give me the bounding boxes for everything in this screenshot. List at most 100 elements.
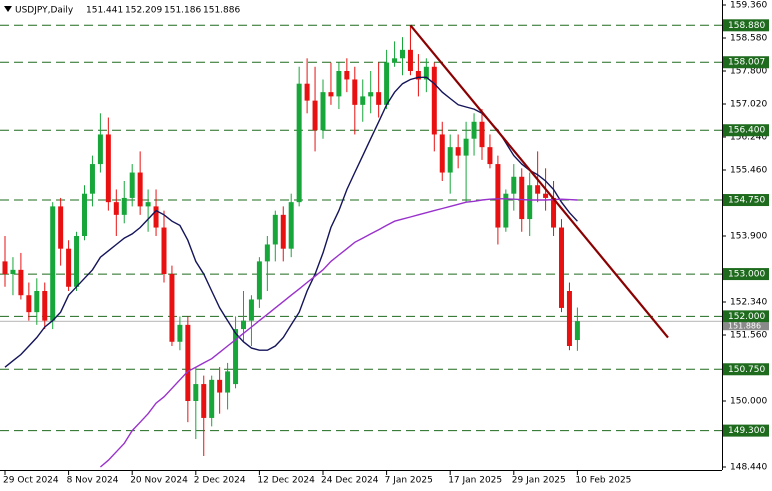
candle-body <box>2 261 8 275</box>
candle-body <box>376 92 382 105</box>
header-ohlc: 151.886 <box>203 6 240 16</box>
y-tick-label: 152.340 <box>730 298 767 308</box>
current-price-box <box>723 322 769 331</box>
candle-body <box>256 261 262 300</box>
candle-body <box>320 92 326 131</box>
y-tick-label: 157.020 <box>730 100 767 110</box>
x-tick-label: 12 Dec 2024 <box>257 476 315 486</box>
candle-body <box>574 321 580 341</box>
candle-body <box>407 49 413 71</box>
candle-body <box>543 193 549 198</box>
y-tick-label: 158.580 <box>730 34 767 44</box>
y-tick-label: 157.800 <box>730 67 767 77</box>
x-tick-label: 29 Oct 2024 <box>3 476 59 486</box>
candle-body <box>415 71 421 80</box>
candle-body <box>566 291 572 346</box>
candle-body <box>336 71 342 97</box>
candle-body <box>193 384 199 401</box>
candle-body <box>511 176 517 194</box>
candle-body <box>241 320 246 330</box>
candle-body <box>129 172 135 198</box>
y-tick-label: 148.440 <box>730 463 767 473</box>
trendline <box>409 24 669 339</box>
candle-body <box>479 121 485 148</box>
candle-body <box>431 66 437 135</box>
candle-body <box>368 92 374 97</box>
candle-body <box>161 227 167 275</box>
candle-body <box>153 206 159 228</box>
candle-body <box>209 379 215 418</box>
level-label-box <box>723 363 769 376</box>
y-tick-label: 156.240 <box>730 133 767 143</box>
level-label-box <box>723 56 769 69</box>
candle-body <box>34 291 40 313</box>
candle-body <box>495 164 501 228</box>
level-label-box <box>723 194 769 207</box>
level-label: 154.750 <box>728 196 765 206</box>
x-tick-label: 20 Nov 2024 <box>130 476 188 486</box>
candle-body <box>519 176 525 220</box>
x-tick-label: 10 Feb 2025 <box>575 476 631 486</box>
level-label: 150.750 <box>728 365 765 375</box>
header-ohlc: 152.209 <box>125 6 162 16</box>
candle-body <box>185 324 191 401</box>
candle-body <box>447 147 453 173</box>
level-label: 156.400 <box>728 126 765 136</box>
candle-body <box>10 269 16 275</box>
level-label-box <box>723 310 769 323</box>
candle-body <box>217 379 223 393</box>
candle-body <box>439 134 445 173</box>
candle-body <box>527 185 533 220</box>
candle-body <box>288 202 294 249</box>
candle-body <box>50 206 56 321</box>
level-label-box <box>723 19 769 32</box>
x-tick-label: 2 Dec 2024 <box>194 476 246 486</box>
candle-body <box>487 147 493 165</box>
x-tick-label: 8 Nov 2024 <box>67 476 119 486</box>
level-label: 153.000 <box>728 270 765 280</box>
candle-body <box>280 214 286 249</box>
level-label-box <box>723 268 769 281</box>
candle-body <box>551 197 557 228</box>
y-tick-label: 153.900 <box>730 232 767 242</box>
candle-body <box>18 269 24 296</box>
y-tick-label: 155.460 <box>730 166 767 176</box>
level-label-box <box>723 124 769 137</box>
level-label: 152.000 <box>728 312 765 322</box>
candle-body <box>344 71 350 80</box>
header-ohlc: 151.441 <box>86 6 123 16</box>
x-tick-label: 17 Jan 2025 <box>448 476 502 486</box>
candle-body <box>233 329 239 385</box>
candle-body <box>559 227 564 308</box>
candle-body <box>423 66 429 80</box>
chart-title: USDJPY,Daily <box>15 6 74 16</box>
candle-body <box>248 299 254 321</box>
y-tick-label: 151.560 <box>730 331 767 341</box>
candle-body <box>400 49 405 59</box>
candle-body <box>272 214 278 245</box>
candle-body <box>177 324 183 342</box>
candle-body <box>66 248 72 287</box>
candle-body <box>455 147 461 156</box>
candle-body <box>312 100 318 131</box>
candle-body <box>97 134 103 165</box>
candle-body <box>145 202 151 207</box>
candle-body <box>360 96 366 105</box>
candle-body <box>58 206 64 249</box>
candle-body <box>352 79 358 105</box>
candle-body <box>89 164 95 194</box>
level-label: 158.007 <box>728 58 765 68</box>
current-price-label: 151.886 <box>728 322 761 331</box>
candle-body <box>74 236 80 287</box>
candle-body <box>113 202 119 215</box>
candle-body <box>296 83 302 203</box>
candle-body <box>42 291 48 321</box>
candle-body <box>535 185 541 194</box>
symbol-icon <box>4 6 12 12</box>
candle-body <box>137 172 143 207</box>
candle-body <box>463 138 469 156</box>
y-tick-label: 159.360 <box>730 1 767 11</box>
candle-body <box>503 193 509 228</box>
candle-body <box>304 83 310 101</box>
